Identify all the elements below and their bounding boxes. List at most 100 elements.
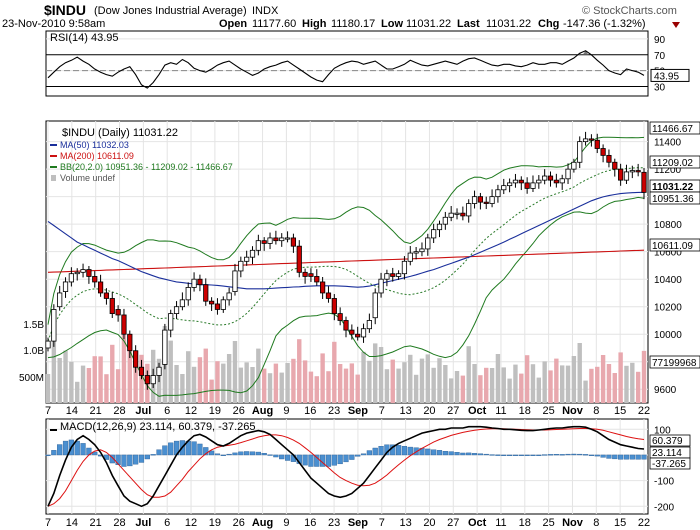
macd-histogram-bar — [62, 440, 69, 456]
volume-bar — [589, 368, 594, 403]
macd-histogram-bar — [337, 454, 343, 465]
ma200-line — [47, 249, 645, 273]
candle-body — [86, 269, 92, 277]
price-tag-label: 11209.02 — [652, 158, 693, 169]
price-x-label: 21 — [90, 405, 102, 417]
candle — [138, 359, 145, 380]
macd-histogram-bar — [565, 453, 571, 456]
volume-bar — [80, 365, 86, 403]
rsi-tick-label: 70 — [654, 51, 666, 62]
candle-body — [214, 303, 221, 310]
candle — [156, 362, 162, 383]
volume-bar — [413, 374, 419, 403]
candle — [308, 268, 314, 282]
volume-bar — [349, 363, 355, 403]
candle — [390, 267, 396, 282]
volume-bar — [127, 346, 133, 403]
ma50-line — [47, 191, 645, 290]
volume-bar — [115, 369, 121, 403]
candle — [325, 286, 332, 303]
macd-histogram-bar — [214, 453, 221, 456]
price-x-label: 23 — [328, 405, 340, 417]
rsi-tick-label: 90 — [654, 35, 666, 46]
macd-histogram-bar — [460, 452, 466, 456]
price-tick-label: 10000 — [654, 330, 682, 341]
candle — [185, 282, 191, 306]
volume-bar — [244, 362, 249, 403]
candle — [507, 178, 513, 193]
macd-histogram-bar — [249, 451, 256, 456]
price-x-label: 7 — [45, 405, 51, 417]
candle-body — [454, 212, 460, 215]
candle-body — [267, 237, 273, 244]
candle-body — [635, 170, 641, 173]
volume-bar — [437, 358, 442, 403]
candle-body — [641, 171, 647, 193]
macd-histogram-bar — [127, 454, 133, 467]
price-x-label: 9 — [283, 405, 289, 417]
candle-body — [191, 278, 197, 288]
volume-bar — [536, 377, 542, 403]
candle — [127, 330, 133, 359]
candle — [407, 246, 413, 266]
legend-volume: Volume undef — [60, 173, 116, 183]
candle-body — [612, 161, 618, 170]
macd-histogram-bar — [144, 454, 150, 460]
price-tick-label: 10800 — [654, 220, 682, 231]
volume-bar — [595, 366, 600, 403]
macd-histogram-bar — [571, 453, 577, 456]
price-x-label: 8 — [593, 405, 599, 417]
volume-bar — [425, 354, 431, 403]
candle-body — [261, 240, 267, 244]
price-x-label: 19 — [209, 405, 221, 417]
candle-body — [249, 249, 256, 258]
chart-index-name: (Dow Jones Industrial Average) — [94, 5, 247, 17]
candle-body — [460, 212, 466, 217]
candle-body — [62, 281, 69, 292]
candle — [220, 296, 226, 313]
candle-body — [320, 281, 326, 294]
volume-bar — [63, 350, 68, 403]
candle-body — [121, 314, 127, 335]
macd-histogram-bar — [483, 453, 489, 456]
price-x-label: 28 — [113, 405, 125, 417]
macd-histogram-bar — [471, 453, 478, 456]
candle-body — [489, 196, 495, 204]
candle-body — [97, 281, 104, 294]
candle-body — [542, 175, 548, 181]
volume-bar — [209, 379, 214, 403]
candle-body — [618, 168, 624, 181]
candle — [582, 131, 589, 146]
macd-histogram-bar — [80, 443, 86, 456]
candle — [68, 267, 74, 287]
macd-x-label: 15 — [614, 517, 626, 529]
candle — [226, 287, 232, 306]
candle — [80, 263, 86, 278]
volume-bar — [320, 353, 325, 403]
macd-histogram-bar — [203, 447, 209, 456]
macd-histogram-bar — [366, 450, 372, 456]
candle-body — [594, 139, 600, 149]
candle — [162, 323, 168, 370]
volume-bar — [51, 320, 57, 403]
macd-panel — [45, 418, 649, 515]
candle-body — [471, 196, 478, 204]
candle — [366, 313, 372, 333]
volume-bar — [197, 357, 203, 403]
candle — [577, 136, 583, 169]
volume-bar — [460, 375, 466, 403]
volume-bar — [443, 365, 448, 403]
volume-bar — [501, 367, 506, 403]
volume-bar — [606, 364, 612, 403]
candle — [103, 288, 110, 305]
volume-bar — [466, 346, 471, 403]
macd-histogram-bar — [372, 447, 378, 456]
macd-histogram-bar — [162, 445, 168, 456]
macd-histogram-bar — [489, 454, 495, 456]
candle — [296, 240, 302, 278]
candle-body — [185, 287, 191, 301]
high-label: High — [302, 18, 327, 30]
macd-histogram-bar — [325, 454, 332, 467]
price-x-label: 11 — [495, 405, 506, 417]
macd-histogram-bar — [618, 454, 624, 460]
